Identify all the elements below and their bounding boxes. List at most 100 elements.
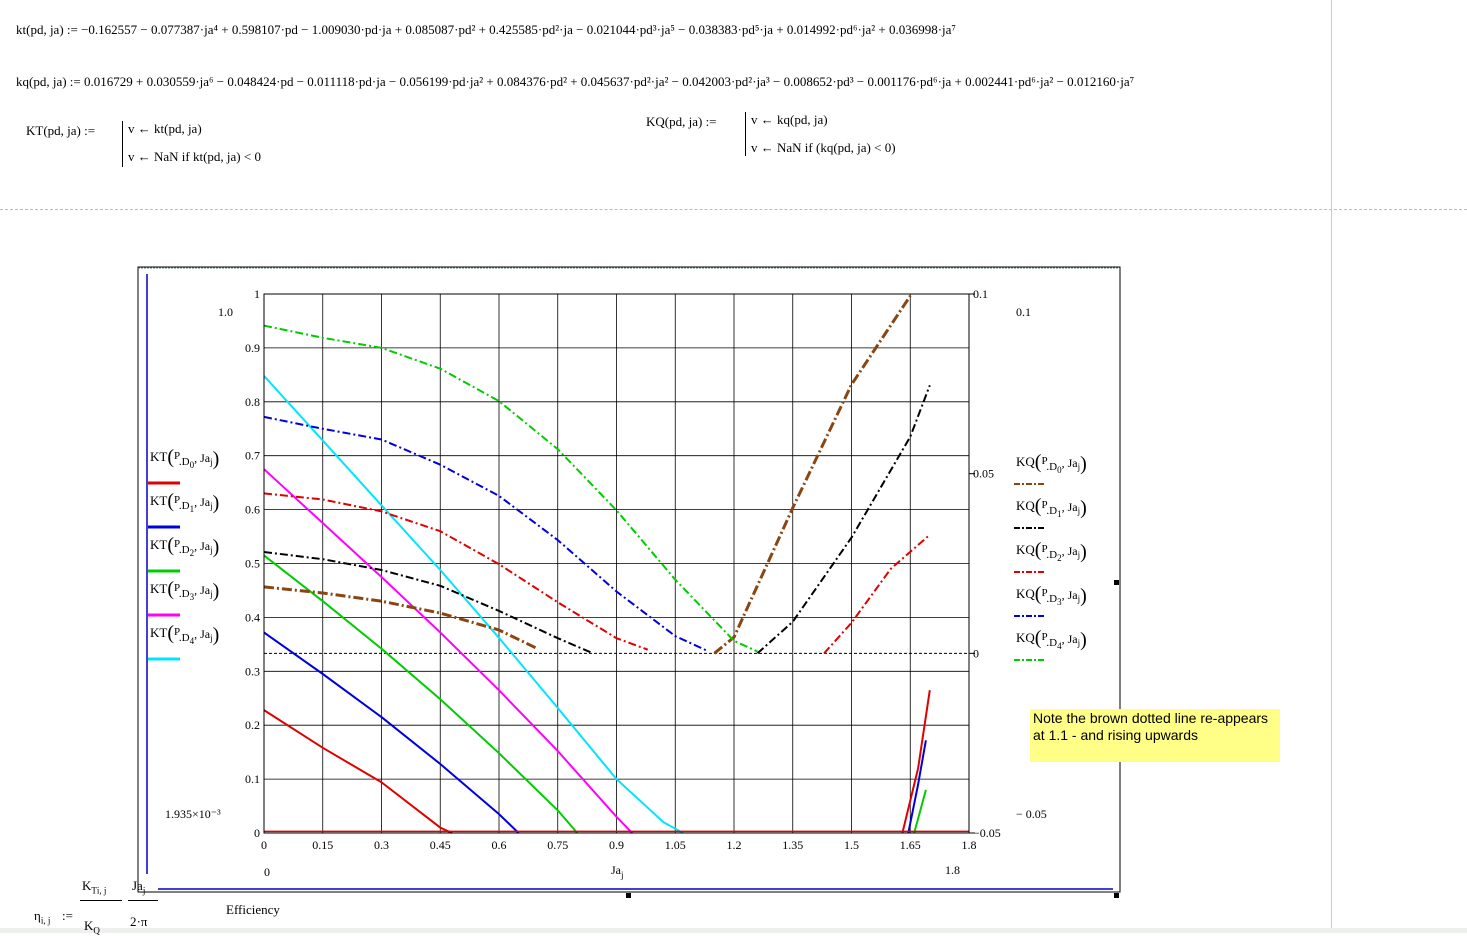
kt-equation[interactable]: kt(pd, ja) := −0.162557 − 0.077387·ja⁴ +…	[16, 22, 956, 37]
kt-series-line	[913, 789, 927, 834]
kq-series-line	[263, 324, 758, 653]
x-axis-label-main: Ja	[611, 863, 622, 877]
y-left-tick-label: 0.6	[245, 503, 260, 517]
kt-series-line	[263, 709, 453, 834]
resize-handle-corner[interactable]	[1114, 893, 1119, 898]
legend-text: KQ(P.D1, Jaj)	[1016, 495, 1087, 519]
x-tick-label: 1.2	[727, 838, 742, 852]
y-left-tick-label: 0.9	[245, 341, 260, 355]
x-tick-label: 1.5	[844, 838, 859, 852]
legend-text: KQ(P.D4, Jaj)	[1016, 627, 1087, 651]
kt-series-line	[901, 690, 931, 834]
x-tick-label: 0.6	[492, 838, 507, 852]
y-left-tick-label: 1	[254, 287, 260, 301]
kq-program[interactable]: KQ(pd, ja) := v ← kq(pd, ja) v ← NaN if …	[646, 112, 986, 172]
y-right-range-min-label[interactable]: − 0.05	[1016, 807, 1047, 821]
efficiency-label[interactable]: Efficiency	[226, 902, 280, 917]
legend-text: KT(P.D2, Jaj)	[150, 534, 219, 558]
legend-entry-kt-1[interactable]: KT(P.D1, Jaj)	[148, 490, 219, 529]
kt-program-name: KT(pd, ja) :=	[26, 123, 96, 138]
efficiency-kq: KQ	[84, 918, 100, 936]
legend-text: KQ(P.D3, Jaj)	[1016, 583, 1087, 607]
eff-kt-sub: T	[91, 885, 97, 896]
legend-entry-kt-0[interactable]: KT(P.D0, Jaj)	[148, 446, 219, 485]
kq-series-line	[263, 492, 649, 651]
legend-text: KT(P.D3, Jaj)	[150, 578, 219, 602]
kt-series-line	[263, 468, 633, 834]
kt-program[interactable]: KT(pd, ja) := v ← kt(pd, ja) v ← NaN if …	[26, 121, 346, 181]
kt-program-line2: v ← NaN if kt(pd, ja) < 0	[128, 149, 261, 164]
legend-entry-kq-4[interactable]: KQ(P.D4, Jaj)	[1014, 627, 1087, 661]
kt-program-bar	[122, 121, 123, 167]
eff-kt-main: K	[82, 878, 92, 893]
efficiency-kt: KTi, j	[82, 878, 106, 896]
x-tick-label: 1.35	[782, 838, 803, 852]
resize-handle-bottom[interactable]	[626, 893, 631, 898]
efficiency-lhs: ηi, j	[34, 908, 50, 926]
kq-program-line2: v ← NaN if (kq(pd, ja) < 0)	[751, 140, 896, 155]
legend-text: KQ(P.D0, Jaj)	[1016, 451, 1087, 475]
eff-fraction-bar-1	[80, 900, 122, 901]
x-tick-label: 0.75	[547, 838, 568, 852]
x-range-min-label[interactable]: 0	[264, 865, 270, 879]
kq-series-line	[263, 415, 708, 652]
eff-eta: η	[34, 908, 41, 923]
y-left-tick-label: 0.4	[245, 610, 260, 624]
y-left-tick-label: 0.5	[245, 557, 260, 571]
kt-series-line	[263, 631, 520, 834]
x-axis-label[interactable]: Jaj	[611, 863, 624, 880]
kq-series-line	[713, 294, 912, 655]
annotation-note[interactable]: Note the brown dotted line re-appears at…	[1030, 709, 1280, 762]
resize-handle-right[interactable]	[1114, 580, 1119, 585]
x-tick-label: 0.45	[430, 838, 451, 852]
kq-series-line	[756, 384, 931, 655]
page-right-margin	[1331, 0, 1332, 933]
legend-entry-kt-4[interactable]: KT(P.D4, Jaj)	[148, 622, 219, 661]
y-left-tick-label: 0.2	[245, 718, 260, 732]
efficiency-formula[interactable]: ηi, j := KTi, j KQ Jaj 2·π	[22, 876, 212, 936]
eff-fraction-bar-2	[128, 900, 158, 901]
y-right-tick-label: −0.05	[973, 826, 1001, 840]
legend-text: KT(P.D4, Jaj)	[150, 622, 219, 646]
legend-entry-kq-0[interactable]: KQ(P.D0, Jaj)	[1014, 451, 1087, 485]
y-left-range-min-label[interactable]: 1.935×10⁻³	[165, 807, 221, 821]
efficiency-ja: Jaj	[132, 878, 145, 896]
y-left-tick-label: 0.1	[245, 772, 260, 786]
plot-area-border	[263, 293, 970, 834]
kq-program-bar	[745, 112, 746, 156]
kq-series-line	[263, 551, 594, 655]
region-separator	[0, 209, 1467, 210]
kq-series-line	[263, 585, 539, 651]
x-tick-label: 0	[261, 838, 267, 852]
x-tick-label: 1.05	[665, 838, 686, 852]
y-right-range-max-label[interactable]: 0.1	[1016, 305, 1031, 319]
legend-entry-kq-2[interactable]: KQ(P.D2, Jaj)	[1014, 539, 1087, 573]
legend-entry-kq-1[interactable]: KQ(P.D1, Jaj)	[1014, 495, 1087, 529]
legend-entry-kt-3[interactable]: KT(P.D3, Jaj)	[148, 578, 219, 617]
x-tick-label: 0.3	[374, 838, 389, 852]
kt-series-line	[263, 375, 684, 834]
eff-kq-sub: Q	[93, 925, 100, 936]
legend-entry-kt-2[interactable]: KT(P.D2, Jaj)	[148, 534, 219, 573]
eff-ja-main: Ja	[132, 878, 143, 893]
legend-entry-kq-3[interactable]: KQ(P.D3, Jaj)	[1014, 583, 1087, 617]
x-tick-label: 1.8	[962, 838, 977, 852]
x-range-max-label[interactable]: 1.8	[945, 863, 960, 877]
plot-axes: 0 0.15 0.3 0.45 0.6 0.75 0.9 1.05 1.2 1.35 1.5 1.65…	[245, 287, 1001, 852]
x-tick-label: 1.65	[900, 838, 921, 852]
kq-equation[interactable]: kq(pd, ja) := 0.016729 + 0.030559·ja⁶ − …	[16, 74, 1135, 89]
eff-kt-sub2: i, j	[96, 885, 107, 896]
y-right-tick-label: 0.1	[973, 287, 988, 301]
y-right-tick-label: 0.05	[973, 467, 994, 481]
y-left-tick-label: 0	[254, 826, 260, 840]
legend-text: KT(P.D0, Jaj)	[150, 446, 219, 470]
legend-text: KQ(P.D2, Jaj)	[1016, 539, 1087, 563]
plot-series	[263, 294, 969, 834]
y-left-range-max-label[interactable]: 1.0	[218, 305, 233, 319]
eff-kq-main: K	[84, 918, 94, 933]
plot-frame[interactable]	[137, 266, 1121, 893]
kq-program-line1: v ← kq(pd, ja)	[751, 112, 828, 127]
kt-program-line1: v ← kt(pd, ja)	[128, 121, 202, 136]
x-axis-label-sub: j	[620, 870, 624, 880]
